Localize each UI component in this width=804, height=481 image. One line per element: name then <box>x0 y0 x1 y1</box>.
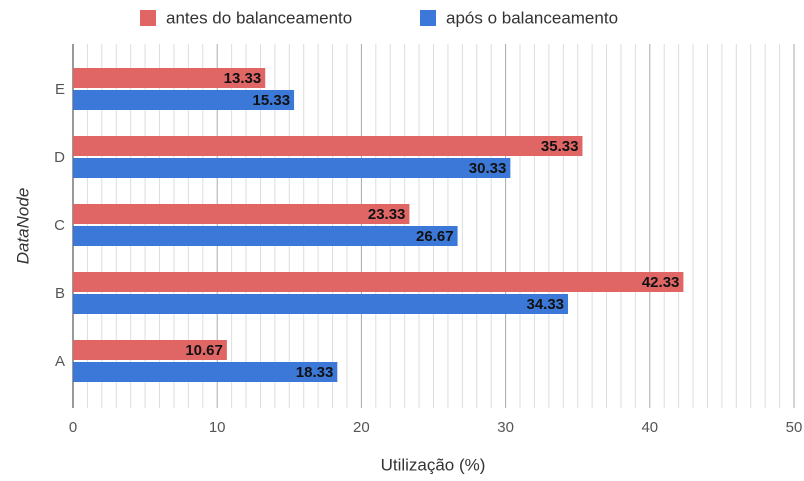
x-axis-label: Utilização (%) <box>381 455 486 474</box>
y-tick-label: C <box>54 217 65 234</box>
value-label: 15.33 <box>253 92 291 109</box>
value-label: 30.33 <box>469 160 507 177</box>
bar <box>73 204 410 224</box>
x-tick-label: 10 <box>209 419 226 436</box>
bar <box>73 226 458 246</box>
bar <box>73 90 295 110</box>
x-tick-label: 50 <box>786 419 803 436</box>
legend-swatch <box>420 10 436 26</box>
value-label: 23.33 <box>368 206 406 223</box>
legend-label: antes do balanceamento <box>166 8 352 27</box>
x-tick-label: 40 <box>641 419 658 436</box>
value-label: 34.33 <box>526 296 564 313</box>
x-tick-label: 30 <box>497 419 514 436</box>
y-axis-label: DataNode <box>13 188 32 265</box>
bar <box>73 340 227 360</box>
bar <box>73 272 684 292</box>
y-tick-label: B <box>55 285 65 302</box>
value-label: 42.33 <box>642 274 680 291</box>
bar <box>73 362 338 382</box>
bar <box>73 68 266 88</box>
value-label: 35.33 <box>541 138 579 155</box>
value-label: 10.67 <box>185 342 223 359</box>
legend-swatch <box>140 10 156 26</box>
bar <box>73 158 511 178</box>
bar <box>73 136 583 156</box>
bar <box>73 294 569 314</box>
x-tick-label: 0 <box>69 419 77 436</box>
value-label: 13.33 <box>224 70 262 87</box>
value-label: 26.67 <box>416 228 454 245</box>
y-tick-label: A <box>55 353 65 370</box>
x-tick-label: 20 <box>353 419 370 436</box>
y-tick-label: E <box>55 81 65 98</box>
value-label: 18.33 <box>296 364 334 381</box>
legend-label: após o balanceamento <box>446 8 618 27</box>
y-tick-label: D <box>54 149 65 166</box>
